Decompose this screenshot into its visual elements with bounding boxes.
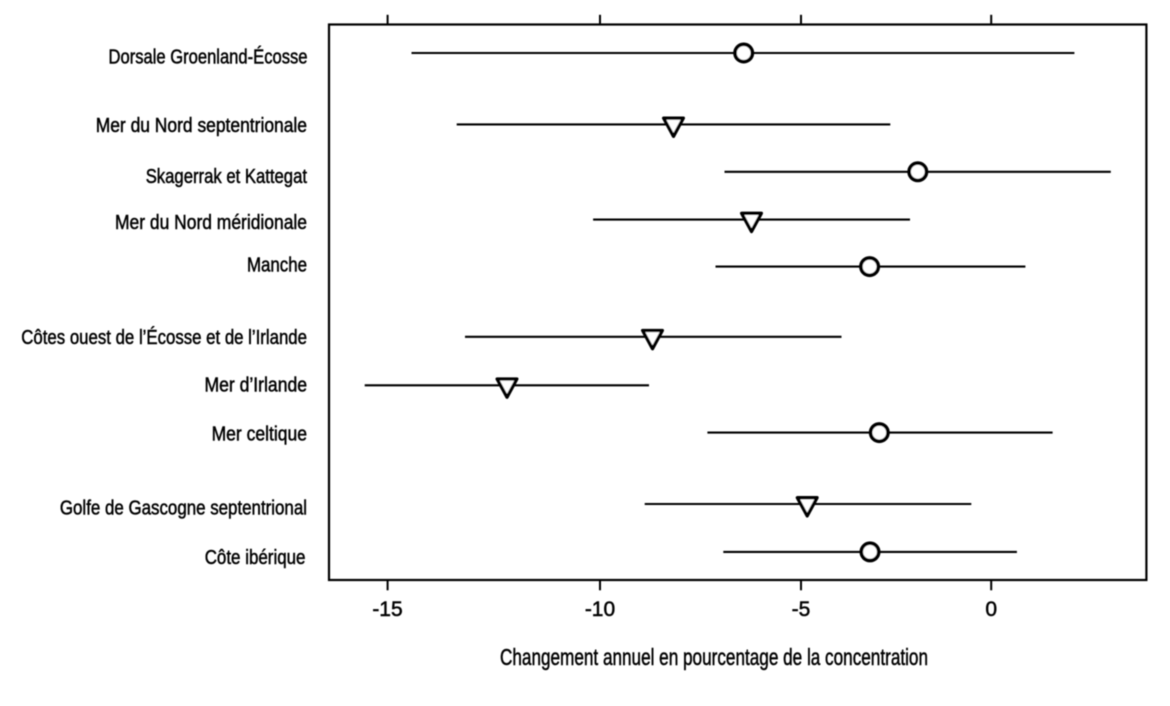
svg-text:Mer d’Irlande: Mer d’Irlande [205,375,308,397]
svg-text:Mer du Nord méridionale: Mer du Nord méridionale [115,212,307,234]
svg-text:Mer celtique: Mer celtique [212,423,307,445]
svg-text:Dorsale Groenland-Écosse: Dorsale Groenland-Écosse [109,45,308,68]
svg-text:Golfe de Gascogne septentriona: Golfe de Gascogne septentrional [60,497,307,519]
svg-text:0: 0 [985,598,997,621]
svg-text:Côte ibérique: Côte ibérique [205,547,306,569]
svg-text:Skagerrak et Kattegat: Skagerrak et Kattegat [146,166,308,188]
svg-text:Changement annuel en pourcenta: Changement annuel en pourcentage de la c… [500,644,928,670]
svg-text:-10: -10 [585,598,615,621]
svg-text:Mer du Nord septentrionale: Mer du Nord septentrionale [96,115,307,137]
svg-text:-5: -5 [792,598,811,621]
svg-text:-15: -15 [372,598,402,621]
svg-text:Côtes ouest de l’Écosse et de: Côtes ouest de l’Écosse et de l’Irlande [21,326,307,349]
svg-text:Manche: Manche [247,254,307,276]
